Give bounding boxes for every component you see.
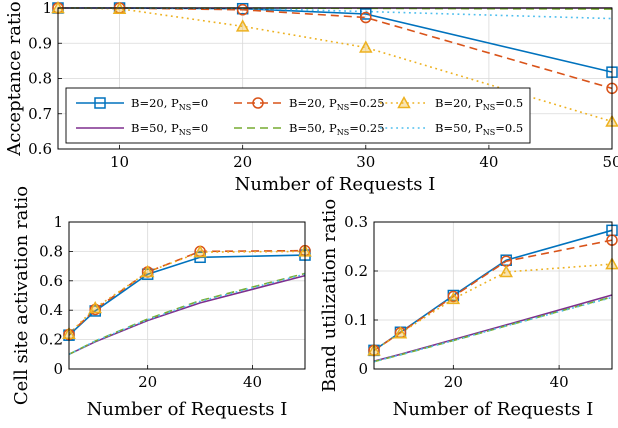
y-tick-label: 0.1 <box>344 311 368 329</box>
x-tick-label: 40 <box>550 373 569 391</box>
y-tick-label: 0.4 <box>39 301 63 319</box>
series-line-6 <box>373 296 613 363</box>
x-tick-label: 40 <box>243 373 262 391</box>
chart-acceptance: 10 20 30 40 50 0.6 0.7 0.8 0.9 1 Number of Request… <box>4 0 618 195</box>
y-axis-label: Band utilization ratio <box>319 199 340 392</box>
x-tick-label: 20 <box>233 153 252 171</box>
data-point-s3 <box>499 264 513 278</box>
y-tick-label: 0.9 <box>28 34 52 52</box>
plot-frame <box>68 221 306 370</box>
plot-frame <box>57 7 613 150</box>
x-tick-label: 10 <box>110 153 129 171</box>
data-point-s3 <box>140 264 155 278</box>
series-line-1 <box>68 254 306 336</box>
x-axis-label: Number of Requests I <box>87 399 288 420</box>
y-tick-label: 1 <box>53 213 63 231</box>
data-point-s3 <box>88 300 102 314</box>
legend-label-3: B=20, PNS=0.5 <box>435 96 523 112</box>
plot-frame <box>373 221 613 370</box>
legend-label-1: B=20, PNS=0 <box>131 96 208 112</box>
x-axis-label: Number of Requests I <box>235 174 436 195</box>
legend-marker-3 <box>397 95 411 109</box>
series-line-2 <box>68 249 306 336</box>
legend-marker-1 <box>94 97 106 109</box>
series-line-1 <box>373 229 613 352</box>
y-tick-label: 0 <box>53 360 63 378</box>
x-tick-label: 20 <box>444 373 463 391</box>
legend-label-2: B=20, PNS=0.25 <box>289 96 385 112</box>
legend: B=20, PNS=0 B=20, PNS=0.25 B=20, PNS=0.5 B=… <box>65 87 531 144</box>
x-tick-label: 50 <box>602 153 618 171</box>
legend-box <box>65 87 531 144</box>
series-line-4 <box>373 294 613 362</box>
series-line-6 <box>68 273 306 356</box>
series-line-3 <box>373 263 613 352</box>
data-point-s2 <box>360 11 372 24</box>
legend-label-4: B=50, PNS=0 <box>131 121 208 137</box>
series-line-3 <box>68 250 306 335</box>
chart-cell-site: 20 40 0 0.2 0.4 0.6 0.8 1 Number of Requests I Ce… <box>11 186 312 420</box>
y-tick-label: 0.3 <box>344 213 368 231</box>
y-tick-label: 0 <box>358 360 368 378</box>
series-line-1 <box>58 7 613 73</box>
x-axis-label: Number of Requests I <box>393 399 594 420</box>
legend-marker-2 <box>252 97 264 109</box>
legend-label-5: B=50, PNS=0.25 <box>289 121 385 137</box>
data-point-s3 <box>359 40 373 53</box>
series-line-4 <box>68 274 306 356</box>
data-point-s2 <box>89 303 101 316</box>
y-tick-label: 0.2 <box>344 262 368 280</box>
y-tick-label: 0.6 <box>39 272 63 290</box>
series-line-5 <box>68 272 306 356</box>
x-tick-label: 20 <box>138 373 157 391</box>
y-tick-label: 0.8 <box>28 70 52 88</box>
y-axis-label: Cell site activation ratio <box>11 186 32 405</box>
x-tick-label: 30 <box>356 153 375 171</box>
data-point-s3 <box>193 245 207 258</box>
data-point-s2 <box>447 290 460 303</box>
data-point-s3 <box>446 291 461 305</box>
data-point-s3 <box>393 326 408 339</box>
y-tick-label: 0.2 <box>39 331 63 349</box>
data-point-s1 <box>360 8 372 20</box>
data-point-s2 <box>236 4 249 16</box>
chart-band: 20 40 0 0.1 0.2 0.3 Number of Requests I Band u… <box>319 199 618 420</box>
legend-label-6: B=50, PNS=0.5 <box>435 121 523 137</box>
series-line-2 <box>58 7 613 90</box>
y-axis-label: Acceptance ratio <box>4 1 25 157</box>
data-point-s3 <box>235 19 250 32</box>
y-tick-label: 1 <box>42 0 52 17</box>
series-line-2 <box>373 239 613 352</box>
y-tick-label: 0.8 <box>39 242 63 260</box>
y-tick-label: 0.7 <box>28 105 52 123</box>
y-tick-label: 0.6 <box>28 140 52 158</box>
x-tick-label: 40 <box>479 153 498 171</box>
